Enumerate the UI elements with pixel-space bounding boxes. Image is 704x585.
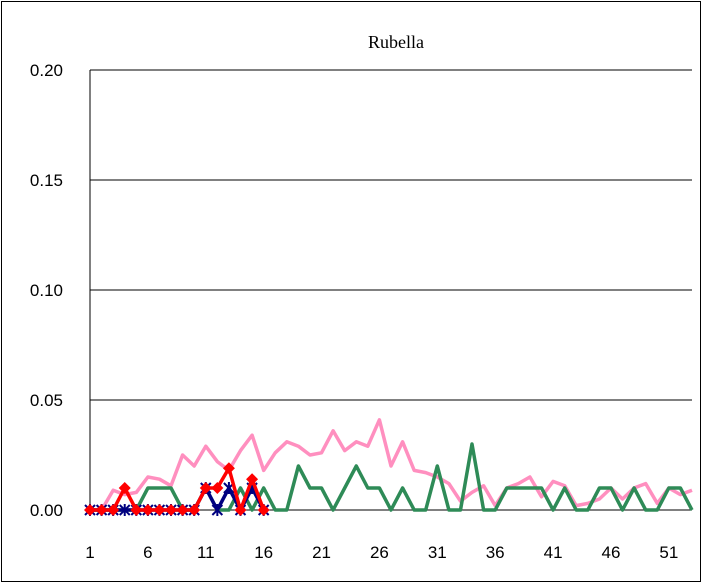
y-tick-label: 0.20	[30, 61, 63, 80]
y-tick-label: 0.05	[30, 391, 63, 410]
series-1	[90, 418, 693, 512]
y-tick-label: 0.10	[30, 281, 63, 300]
series-line	[90, 442, 694, 512]
data-point	[118, 482, 131, 494]
data-point	[188, 504, 201, 516]
data-point	[84, 504, 96, 516]
data-point	[176, 504, 189, 516]
data-point	[95, 504, 108, 516]
data-point	[153, 504, 166, 516]
x-tick-label: 1	[85, 543, 94, 562]
y-tick-label: 0.15	[30, 171, 63, 190]
x-tick-label: 31	[428, 543, 447, 562]
y-axis-ticks: 0.00 0.05 0.10 0.15 0.20	[30, 61, 63, 520]
x-tick-label: 36	[486, 543, 505, 562]
x-axis-ticks: 1 6 11 16 21 26 31 36 41 46 51	[85, 543, 678, 562]
data-point	[199, 482, 212, 494]
data-point	[165, 504, 178, 516]
data-point	[130, 504, 143, 516]
series-group	[84, 418, 694, 516]
y-tick-label: 0.00	[30, 501, 63, 520]
x-tick-label: 51	[659, 543, 678, 562]
x-tick-label: 46	[602, 543, 621, 562]
x-tick-label: 6	[143, 543, 152, 562]
data-point	[246, 473, 259, 486]
data-point	[211, 482, 224, 494]
data-point	[234, 504, 247, 516]
x-tick-label: 21	[312, 543, 331, 562]
data-point	[107, 504, 120, 516]
gridlines	[89, 69, 692, 511]
x-tick-label: 16	[254, 543, 273, 562]
data-point	[119, 504, 131, 516]
data-point	[222, 462, 235, 475]
series-line	[90, 418, 693, 512]
x-tick-label: 11	[197, 543, 215, 562]
chart-title: Rubella	[368, 32, 424, 52]
series-2	[90, 442, 694, 512]
x-tick-label: 26	[370, 543, 389, 562]
x-tick-label: 41	[544, 543, 563, 562]
data-point	[141, 504, 154, 516]
data-point	[211, 504, 224, 516]
data-point	[257, 504, 270, 516]
series-4	[84, 462, 270, 516]
